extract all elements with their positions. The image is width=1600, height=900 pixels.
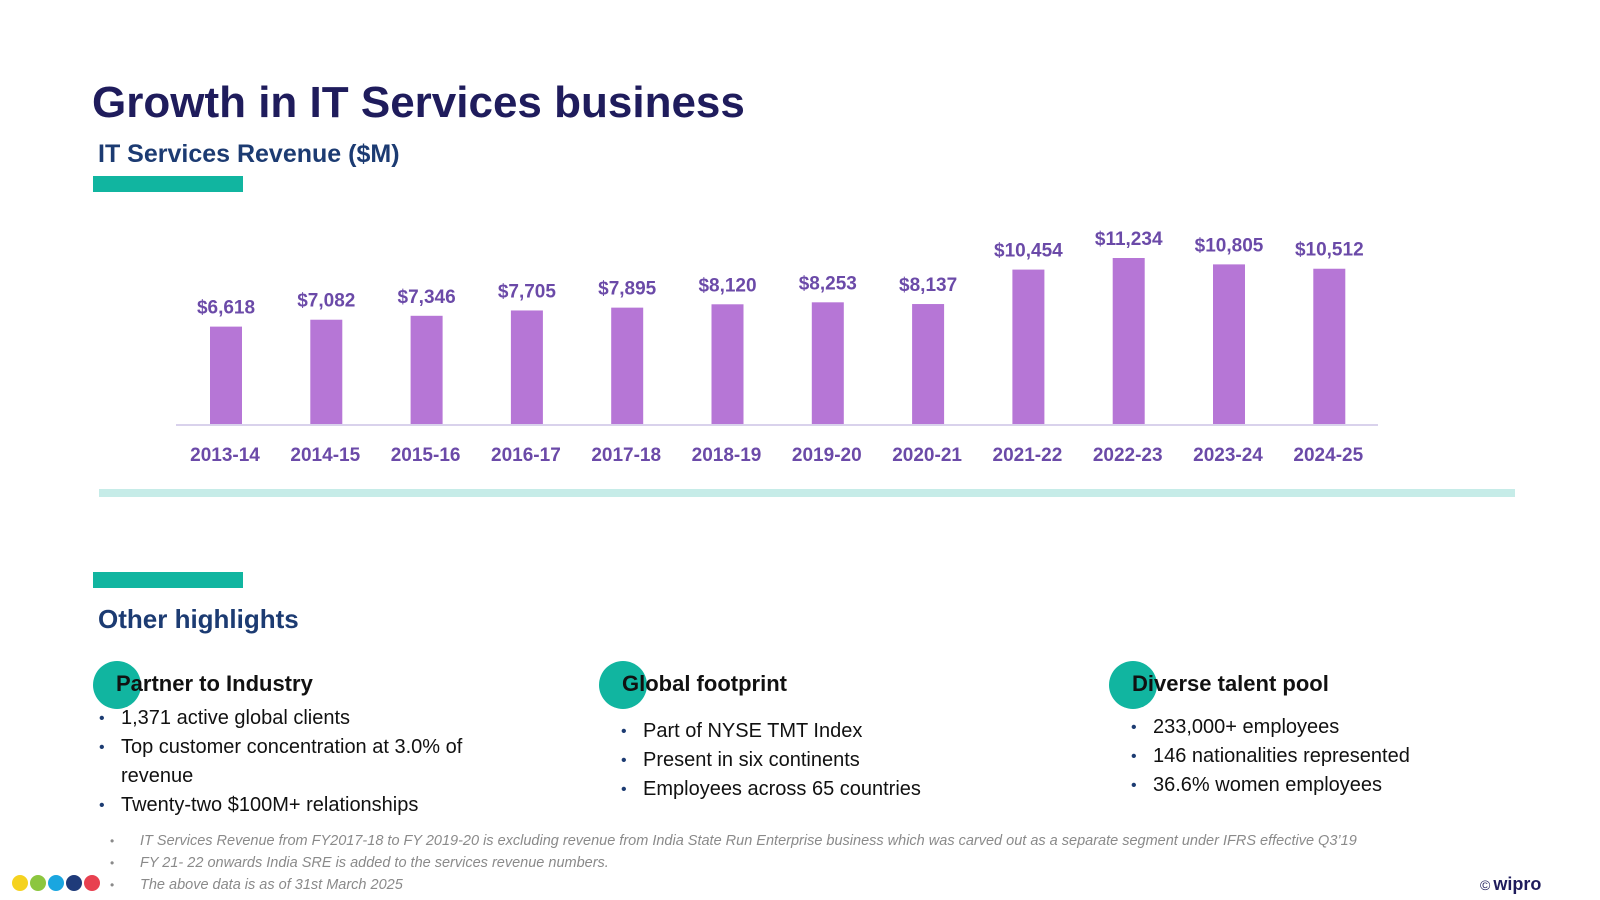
value-label: $10,805 xyxy=(1195,235,1264,256)
highlight-dot-icon xyxy=(599,661,647,709)
revenue-bar-chart: $6,618 2013-14 $7,082 2014-15 $7,346 2015-16 $… xyxy=(176,229,1378,466)
bar-2023-24 xyxy=(1213,264,1245,425)
footnote: The above data is as of 31st March 2025 xyxy=(110,874,1357,896)
highlight-item: Employees across 65 countries xyxy=(615,775,921,804)
accent-bar-top xyxy=(93,176,243,192)
bar-2017-18 xyxy=(611,307,644,425)
copyright-symbol: © xyxy=(1480,877,1491,893)
brand-dots-logo xyxy=(12,875,100,891)
bar-2020-21 xyxy=(912,304,945,425)
section-divider xyxy=(99,489,1515,497)
value-label: $7,346 xyxy=(398,287,456,308)
bar-2024-25 xyxy=(1313,268,1346,425)
value-label: $7,895 xyxy=(598,279,657,300)
highlight-list: Part of NYSE TMT Index Present in six co… xyxy=(615,717,921,804)
highlight-item: 36.6% women employees xyxy=(1125,771,1410,800)
highlight-item: Part of NYSE TMT Index xyxy=(615,717,921,746)
highlight-item: Twenty-two $100M+ relationships xyxy=(93,791,481,820)
category-label: 2016-17 xyxy=(491,445,561,466)
value-label: $7,705 xyxy=(498,281,557,302)
chart-title: IT Services Revenue ($M) xyxy=(98,140,400,168)
brand-dot xyxy=(48,875,64,891)
highlight-item: 1,371 active global clients xyxy=(93,704,481,733)
highlight-item: 233,000+ employees xyxy=(1125,713,1410,742)
bar-2014-15 xyxy=(310,319,343,425)
footnotes: IT Services Revenue from FY2017-18 to FY… xyxy=(110,830,1357,896)
category-label: 2013-14 xyxy=(190,445,260,466)
highlight-title: Partner to Industry xyxy=(116,671,313,696)
category-label: 2021-22 xyxy=(993,445,1063,466)
category-label: 2023-24 xyxy=(1193,445,1263,466)
highlights-title: Other highlights xyxy=(98,604,299,634)
brand-dot xyxy=(30,875,46,891)
category-label: 2017-18 xyxy=(591,445,661,466)
value-label: $6,618 xyxy=(197,298,255,319)
footnote: IT Services Revenue from FY2017-18 to FY… xyxy=(110,830,1357,852)
category-label: 2022-23 xyxy=(1093,445,1163,466)
category-label: 2019-20 xyxy=(792,445,862,466)
brand-dot xyxy=(12,875,28,891)
bar-2013-14 xyxy=(210,326,242,425)
category-label: 2018-19 xyxy=(692,445,762,466)
highlight-dot-icon xyxy=(1109,661,1157,709)
brand-dot xyxy=(66,875,82,891)
bar-2016-17 xyxy=(510,310,543,425)
highlight-list: 1,371 active global clients Top customer… xyxy=(93,704,481,820)
value-label: $8,253 xyxy=(799,273,857,294)
brand-name: wipro xyxy=(1493,874,1542,894)
value-label: $10,454 xyxy=(994,241,1063,262)
page-title: Growth in IT Services business xyxy=(92,78,745,127)
bar-2021-22 xyxy=(1012,269,1045,425)
bar-2019-20 xyxy=(811,302,844,425)
accent-bar-highlights xyxy=(93,572,243,588)
bar-2022-23 xyxy=(1112,258,1145,425)
highlight-title: Diverse talent pool xyxy=(1132,671,1329,696)
wipro-logo: © wipro xyxy=(1480,874,1541,895)
value-label: $8,120 xyxy=(698,275,756,296)
highlight-item: Present in six continents xyxy=(615,746,921,775)
category-label: 2014-15 xyxy=(290,445,360,466)
highlight-item: Top customer concentration at 3.0% of re… xyxy=(93,733,481,791)
highlight-item: 146 nationalities represented xyxy=(1125,742,1410,771)
highlight-list: 233,000+ employees 146 nationalities rep… xyxy=(1125,713,1410,800)
footnote: FY 21- 22 onwards India SRE is added to … xyxy=(110,852,1357,874)
bar-2015-16 xyxy=(410,315,443,425)
value-label: $7,082 xyxy=(297,291,355,312)
bar-2018-19 xyxy=(711,304,744,425)
brand-dot xyxy=(84,875,100,891)
category-label: 2020-21 xyxy=(892,445,962,466)
category-label: 2024-25 xyxy=(1293,445,1363,466)
highlight-title: Global footprint xyxy=(622,671,787,696)
highlight-dot-icon xyxy=(93,661,141,709)
category-label: 2015-16 xyxy=(391,445,461,466)
value-label: $10,512 xyxy=(1295,240,1364,261)
value-label: $8,137 xyxy=(899,275,957,296)
value-label: $11,234 xyxy=(1095,229,1163,250)
